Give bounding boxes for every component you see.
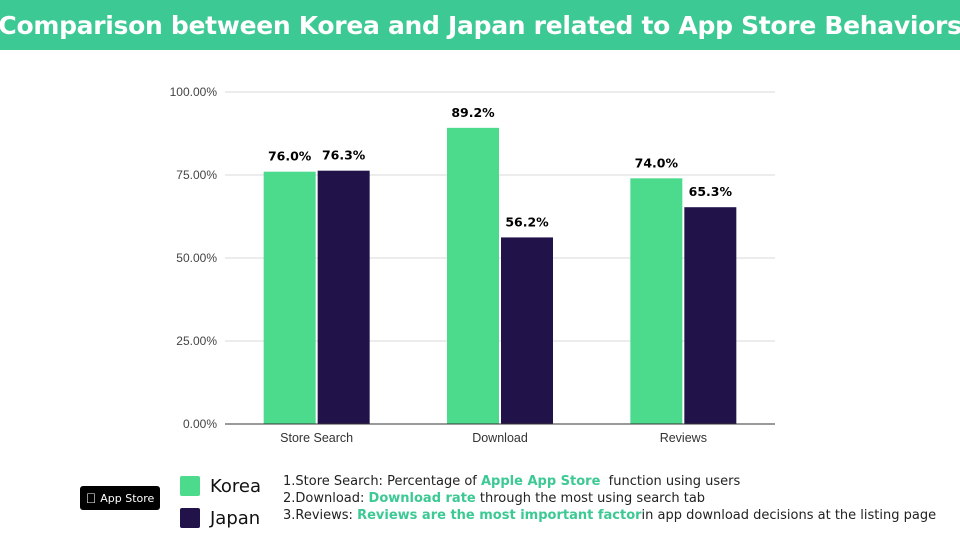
data-label-korea-download: 89.2%	[451, 105, 495, 120]
legend-label-japan: Japan	[210, 507, 261, 529]
app-store-badge:  App Store	[80, 486, 160, 510]
note1-suffix: function using users	[600, 474, 741, 489]
data-label-japan-download: 56.2%	[505, 214, 549, 229]
note2-highlight: Download rate	[368, 491, 476, 506]
footnotes: 1.Store Search: Percentage of Apple App …	[283, 473, 936, 524]
y-tick-label: 0.00%	[183, 417, 217, 431]
y-tick-label: 100.00%	[170, 85, 218, 99]
gridlines	[225, 91, 775, 342]
y-axis-ticks: 0.00% 25.00% 50.00% 75.00% 100.00%	[170, 85, 218, 431]
legend-swatch-korea	[180, 476, 200, 496]
note1-prefix: 1.Store Search: Percentage of	[283, 474, 481, 489]
note-reviews: 3.Reviews: Reviews are the most importan…	[283, 507, 936, 524]
legend: Korea Japan	[180, 470, 261, 534]
note3-suffix: in app download decisions at the listing…	[641, 508, 937, 523]
page-title: Comparison between Korea and Japan relat…	[0, 10, 960, 40]
note3-highlight: Reviews are the most important factor	[357, 508, 642, 523]
data-labels: 76.0% 76.3% 89.2% 56.2% 74.0% 65.3%	[268, 105, 733, 230]
apple-icon: 	[86, 491, 97, 505]
note2-prefix: 2.Download:	[283, 491, 369, 506]
data-label-japan-store-search: 76.3%	[322, 148, 366, 163]
legend-item-korea: Korea	[180, 470, 261, 502]
bar-japan-download	[501, 237, 553, 424]
bar-korea-store-search	[263, 171, 316, 424]
bar-japan-reviews	[684, 207, 737, 424]
bars	[263, 127, 737, 424]
bar-korea-download	[447, 127, 499, 424]
bar-japan-store-search	[317, 170, 370, 424]
note1-highlight: Apple App Store	[481, 474, 601, 489]
y-tick-label: 25.00%	[176, 334, 217, 348]
x-category-label: Reviews	[660, 431, 707, 445]
data-label-korea-reviews: 74.0%	[635, 155, 679, 170]
x-axis-categories: Store Search Download Reviews	[280, 431, 707, 445]
header-banner: Comparison between Korea and Japan relat…	[0, 0, 960, 50]
x-category-label: Download	[472, 431, 528, 445]
legend-swatch-japan	[180, 508, 200, 528]
data-label-korea-store-search: 76.0%	[268, 149, 312, 164]
note2-suffix: through the most using search tab	[475, 491, 706, 506]
note-download: 2.Download: Download rate through the mo…	[283, 490, 936, 507]
data-label-japan-reviews: 65.3%	[689, 184, 733, 199]
note-store-search: 1.Store Search: Percentage of Apple App …	[283, 473, 936, 490]
note3-prefix: 3.Reviews:	[283, 508, 358, 523]
bar-chart: 0.00% 25.00% 50.00% 75.00% 100.00% 76.0% 76.3…	[170, 85, 775, 445]
legend-item-japan: Japan	[180, 502, 261, 534]
bar-korea-reviews	[630, 178, 683, 424]
app-store-label: App Store	[94, 491, 154, 505]
y-tick-label: 75.00%	[176, 168, 217, 182]
x-category-label: Store Search	[280, 431, 353, 445]
legend-label-korea: Korea	[210, 475, 262, 497]
y-tick-label: 50.00%	[176, 251, 217, 265]
